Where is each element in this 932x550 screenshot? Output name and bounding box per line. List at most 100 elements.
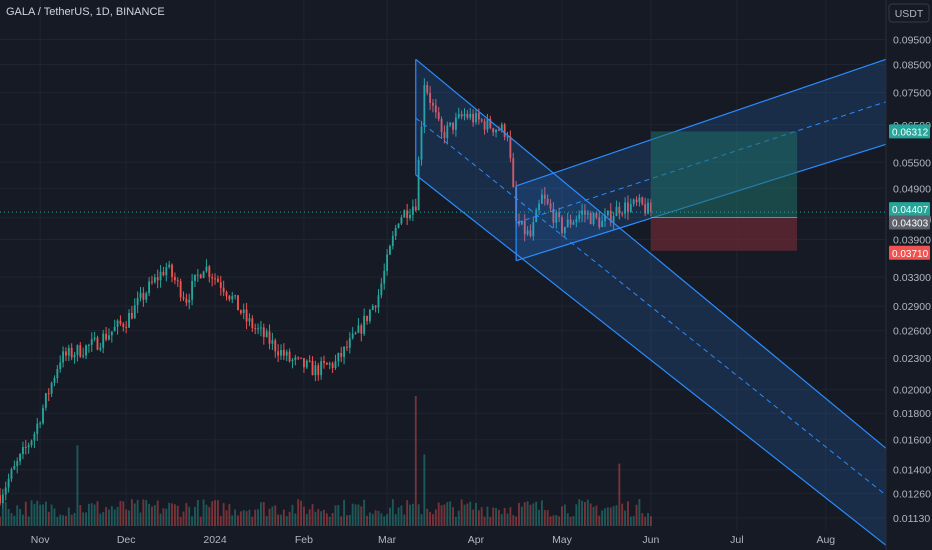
candle-body [555, 212, 558, 223]
volume-bar [569, 516, 572, 526]
candle-body [538, 203, 540, 211]
candle-body [214, 278, 216, 280]
volume-bar [357, 504, 360, 526]
volume-bar [119, 500, 122, 526]
candle-body [403, 210, 406, 218]
candle-body [486, 118, 489, 130]
candle-body [79, 345, 82, 357]
price-tick-label: 0.08500 [893, 60, 931, 72]
volume-bar [42, 504, 44, 526]
candle-body [162, 271, 165, 276]
volume-bar [558, 516, 561, 526]
candle-body [334, 361, 337, 369]
currency-button[interactable]: USDT [888, 3, 930, 23]
candle-body [578, 214, 581, 220]
candle-body [33, 433, 36, 441]
volume-bar [403, 514, 406, 526]
price-tag-stop [889, 245, 930, 260]
volume-bar [500, 514, 503, 526]
candle-body [406, 210, 409, 219]
candle-body [615, 206, 618, 217]
volume-bar [271, 506, 274, 526]
candle-body [242, 309, 245, 314]
candle-body [44, 393, 47, 408]
candle-body [426, 84, 429, 93]
candle-body [566, 219, 569, 228]
symbol-title[interactable]: GALA / TetherUS, 1D, BINANCE [6, 6, 165, 18]
drawing-tools[interactable] [415, 58, 887, 546]
price-axis-panel[interactable] [886, 0, 932, 550]
volume-bar [346, 515, 348, 526]
volume-bar [214, 500, 216, 526]
volume-bar [291, 504, 294, 526]
price-tick-label: 0.01130 [893, 513, 930, 525]
volume-bar [581, 500, 583, 526]
candle-body [105, 333, 108, 340]
candle-body [274, 340, 277, 352]
price-tick-label: 0.02900 [893, 301, 931, 313]
candle-body [598, 217, 601, 228]
volume-bar [492, 507, 495, 526]
volume-bar [477, 510, 480, 526]
volume-bar [629, 516, 632, 526]
volume-bar [305, 514, 308, 526]
candle-body [357, 325, 360, 333]
candle-body [173, 276, 176, 281]
candle-body [497, 129, 500, 131]
volume-bar [76, 445, 79, 526]
price-tick-label: 0.01260 [893, 488, 931, 500]
volume-bar [99, 513, 102, 526]
currency-button-label[interactable]: USDT [895, 8, 924, 20]
volume-bar [194, 506, 196, 526]
volume-bar [426, 508, 429, 526]
volume-bar [277, 514, 280, 526]
volume-bar [632, 516, 635, 526]
time-tick-label: Apr [468, 534, 485, 546]
volume-bar [27, 516, 30, 526]
long-position-loss-zone [650, 217, 798, 251]
candle-body [489, 118, 492, 129]
volume-bar [483, 516, 486, 526]
volume-bar [153, 505, 156, 526]
candle-body [205, 266, 208, 272]
price-tick-label: 0.01800 [893, 408, 931, 420]
time-tick-label: Aug [816, 534, 835, 546]
candle-body [449, 122, 452, 126]
candle-body [323, 361, 325, 363]
price-tick-label: 0.09500 [893, 35, 931, 47]
volume-bar [578, 499, 581, 526]
price-tick-label: 0.05500 [893, 157, 931, 169]
volume-bar [540, 500, 543, 526]
candle-body [259, 327, 262, 329]
volume-bar [93, 504, 96, 526]
time-tick-label: Nov [31, 534, 50, 546]
candle-body [93, 337, 96, 340]
candle-body [70, 347, 73, 358]
volume-bar [348, 514, 351, 526]
candle-body [39, 423, 42, 425]
volume-bar [211, 501, 214, 526]
volume-bar [466, 503, 469, 526]
volume-bar [79, 504, 82, 526]
candle-body [503, 124, 506, 137]
candle-body [443, 132, 446, 139]
currency-button-frame[interactable] [888, 3, 930, 23]
volume-bar [446, 502, 449, 526]
candle-body [618, 206, 621, 214]
volume-bar [245, 511, 248, 526]
candle-body [148, 281, 151, 294]
volume-bar [219, 515, 222, 526]
candle-body [641, 197, 644, 205]
volume-bar [173, 504, 176, 526]
candle-body [483, 121, 486, 130]
descending-channel-fill [415, 59, 886, 546]
price-tag-last-label: 0.04407 [892, 205, 929, 216]
volume-bar [208, 506, 211, 526]
volume-bar [604, 508, 606, 526]
candle-body [4, 487, 7, 495]
volume-bar [566, 513, 569, 526]
time-tick-label: Feb [295, 534, 313, 546]
candle-body [457, 114, 460, 118]
candle-body [128, 313, 130, 328]
